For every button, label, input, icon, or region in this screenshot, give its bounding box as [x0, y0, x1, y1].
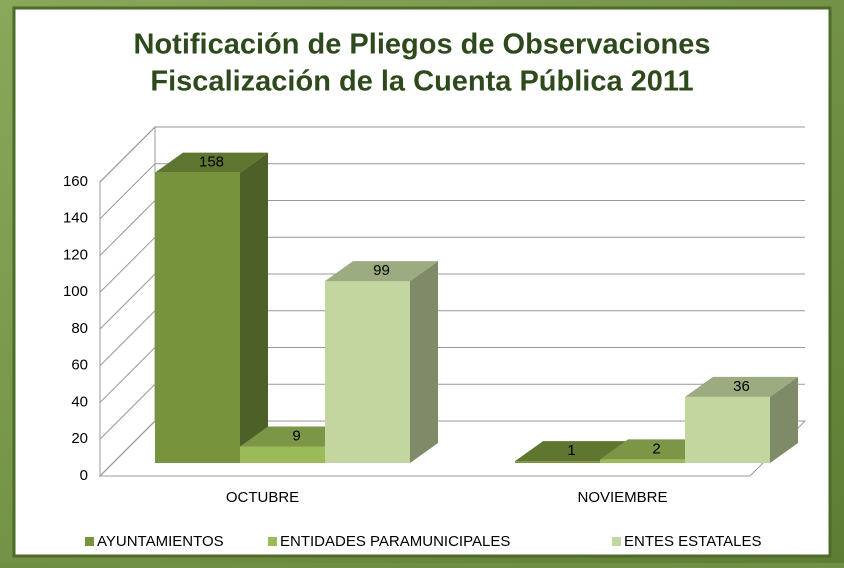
y-tick-label: 120 [63, 246, 88, 263]
x-tick-label: OCTUBRE [226, 489, 299, 506]
grid-line [99, 347, 156, 403]
grid-line [99, 236, 156, 293]
y-tick-label: 20 [71, 430, 88, 447]
y-tick-label: 140 [63, 210, 88, 227]
legend-label: ENTES ESTATALES [624, 533, 762, 550]
y-tick-label: 60 [71, 357, 88, 374]
bar-top [685, 376, 798, 397]
grid-line [99, 383, 156, 440]
legend-label: ENTIDADES PARAMUNICIPALES [280, 533, 510, 550]
y-tick-label: 0 [80, 467, 88, 484]
grid-line [99, 126, 156, 183]
grid-line [99, 310, 156, 367]
bar [155, 172, 240, 464]
grid-line [99, 273, 156, 330]
bar-top [600, 439, 713, 460]
data-label: 9 [292, 427, 300, 444]
data-label: 158 [199, 154, 224, 171]
grid-line [99, 163, 156, 220]
chart-subtitle: Fiscalización de la Cuenta Pública 2011 [150, 66, 693, 98]
legend-swatch [85, 537, 94, 546]
bar [685, 396, 770, 463]
grid-line [99, 420, 156, 477]
bar-side [410, 261, 438, 463]
bar-top [155, 152, 268, 173]
bar-side [240, 152, 268, 464]
data-label: 99 [373, 262, 390, 279]
grid-line [99, 200, 156, 256]
bar-top [240, 426, 353, 447]
y-tick-label: 80 [71, 320, 88, 337]
data-label: 36 [733, 378, 750, 395]
legend-swatch [612, 537, 621, 546]
bar [325, 281, 410, 463]
y-tick-label: 40 [71, 393, 88, 410]
data-label: 1 [567, 442, 575, 459]
data-label: 2 [652, 440, 660, 457]
x-tick-label: NOVIEMBRE [577, 489, 667, 506]
bar-top [325, 261, 438, 282]
y-tick-label: 100 [63, 283, 88, 300]
legend-label: AYUNTAMIENTOS [97, 533, 224, 550]
bar [240, 446, 325, 463]
bar-top [515, 441, 628, 462]
bar-side [770, 376, 798, 463]
legend-swatch [268, 537, 277, 546]
chart-title: Notificación de Pliegos de Observaciones [134, 29, 711, 61]
y-tick-label: 160 [63, 173, 88, 190]
bar [600, 459, 685, 463]
bar [515, 461, 600, 463]
